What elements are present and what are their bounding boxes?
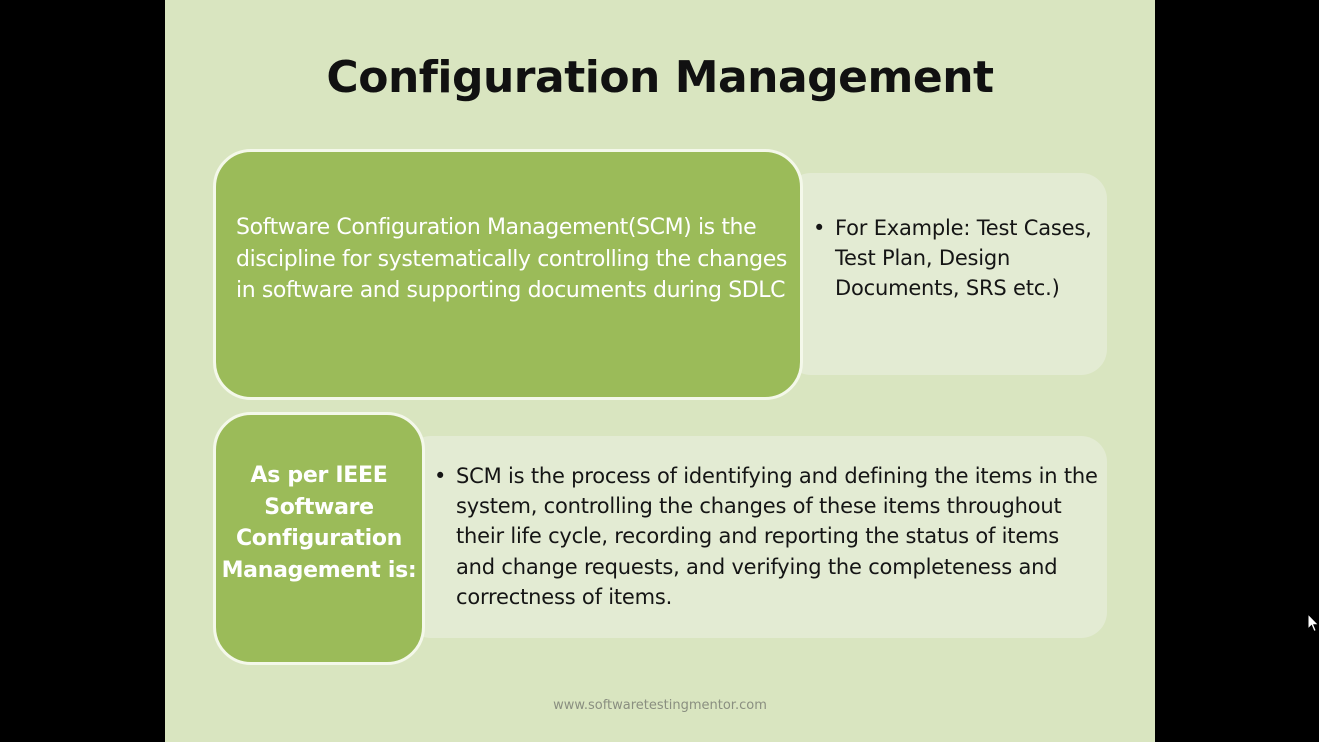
mouse-pointer-icon [1307,613,1319,633]
ieee-label-box: As per IEEE Software Configuration Manag… [213,412,425,665]
slide-title: Configuration Management [326,52,994,103]
presentation-slide: Configuration Management Software Config… [165,0,1155,742]
footer-url: www.softwaretestingmentor.com [553,698,767,713]
example-bullet: • For Example: Test Cases, Test Plan, De… [813,213,1095,304]
ieee-definition-bullet: • SCM is the process of identifying and … [434,461,1101,612]
example-panel [785,173,1107,375]
bullet-icon: • [434,464,447,488]
scm-definition-text: Software Configuration Management(SCM) i… [236,215,787,303]
bullet-icon: • [813,216,826,240]
ieee-definition-panel [405,436,1107,638]
ieee-label-text: As per IEEE Software Configuration Manag… [221,463,417,583]
example-bullet-text: For Example: Test Cases, Test Plan, Desi… [835,216,1092,301]
ieee-definition-text: SCM is the process of identifying and de… [456,464,1098,609]
scm-definition-box: Software Configuration Management(SCM) i… [213,149,803,400]
